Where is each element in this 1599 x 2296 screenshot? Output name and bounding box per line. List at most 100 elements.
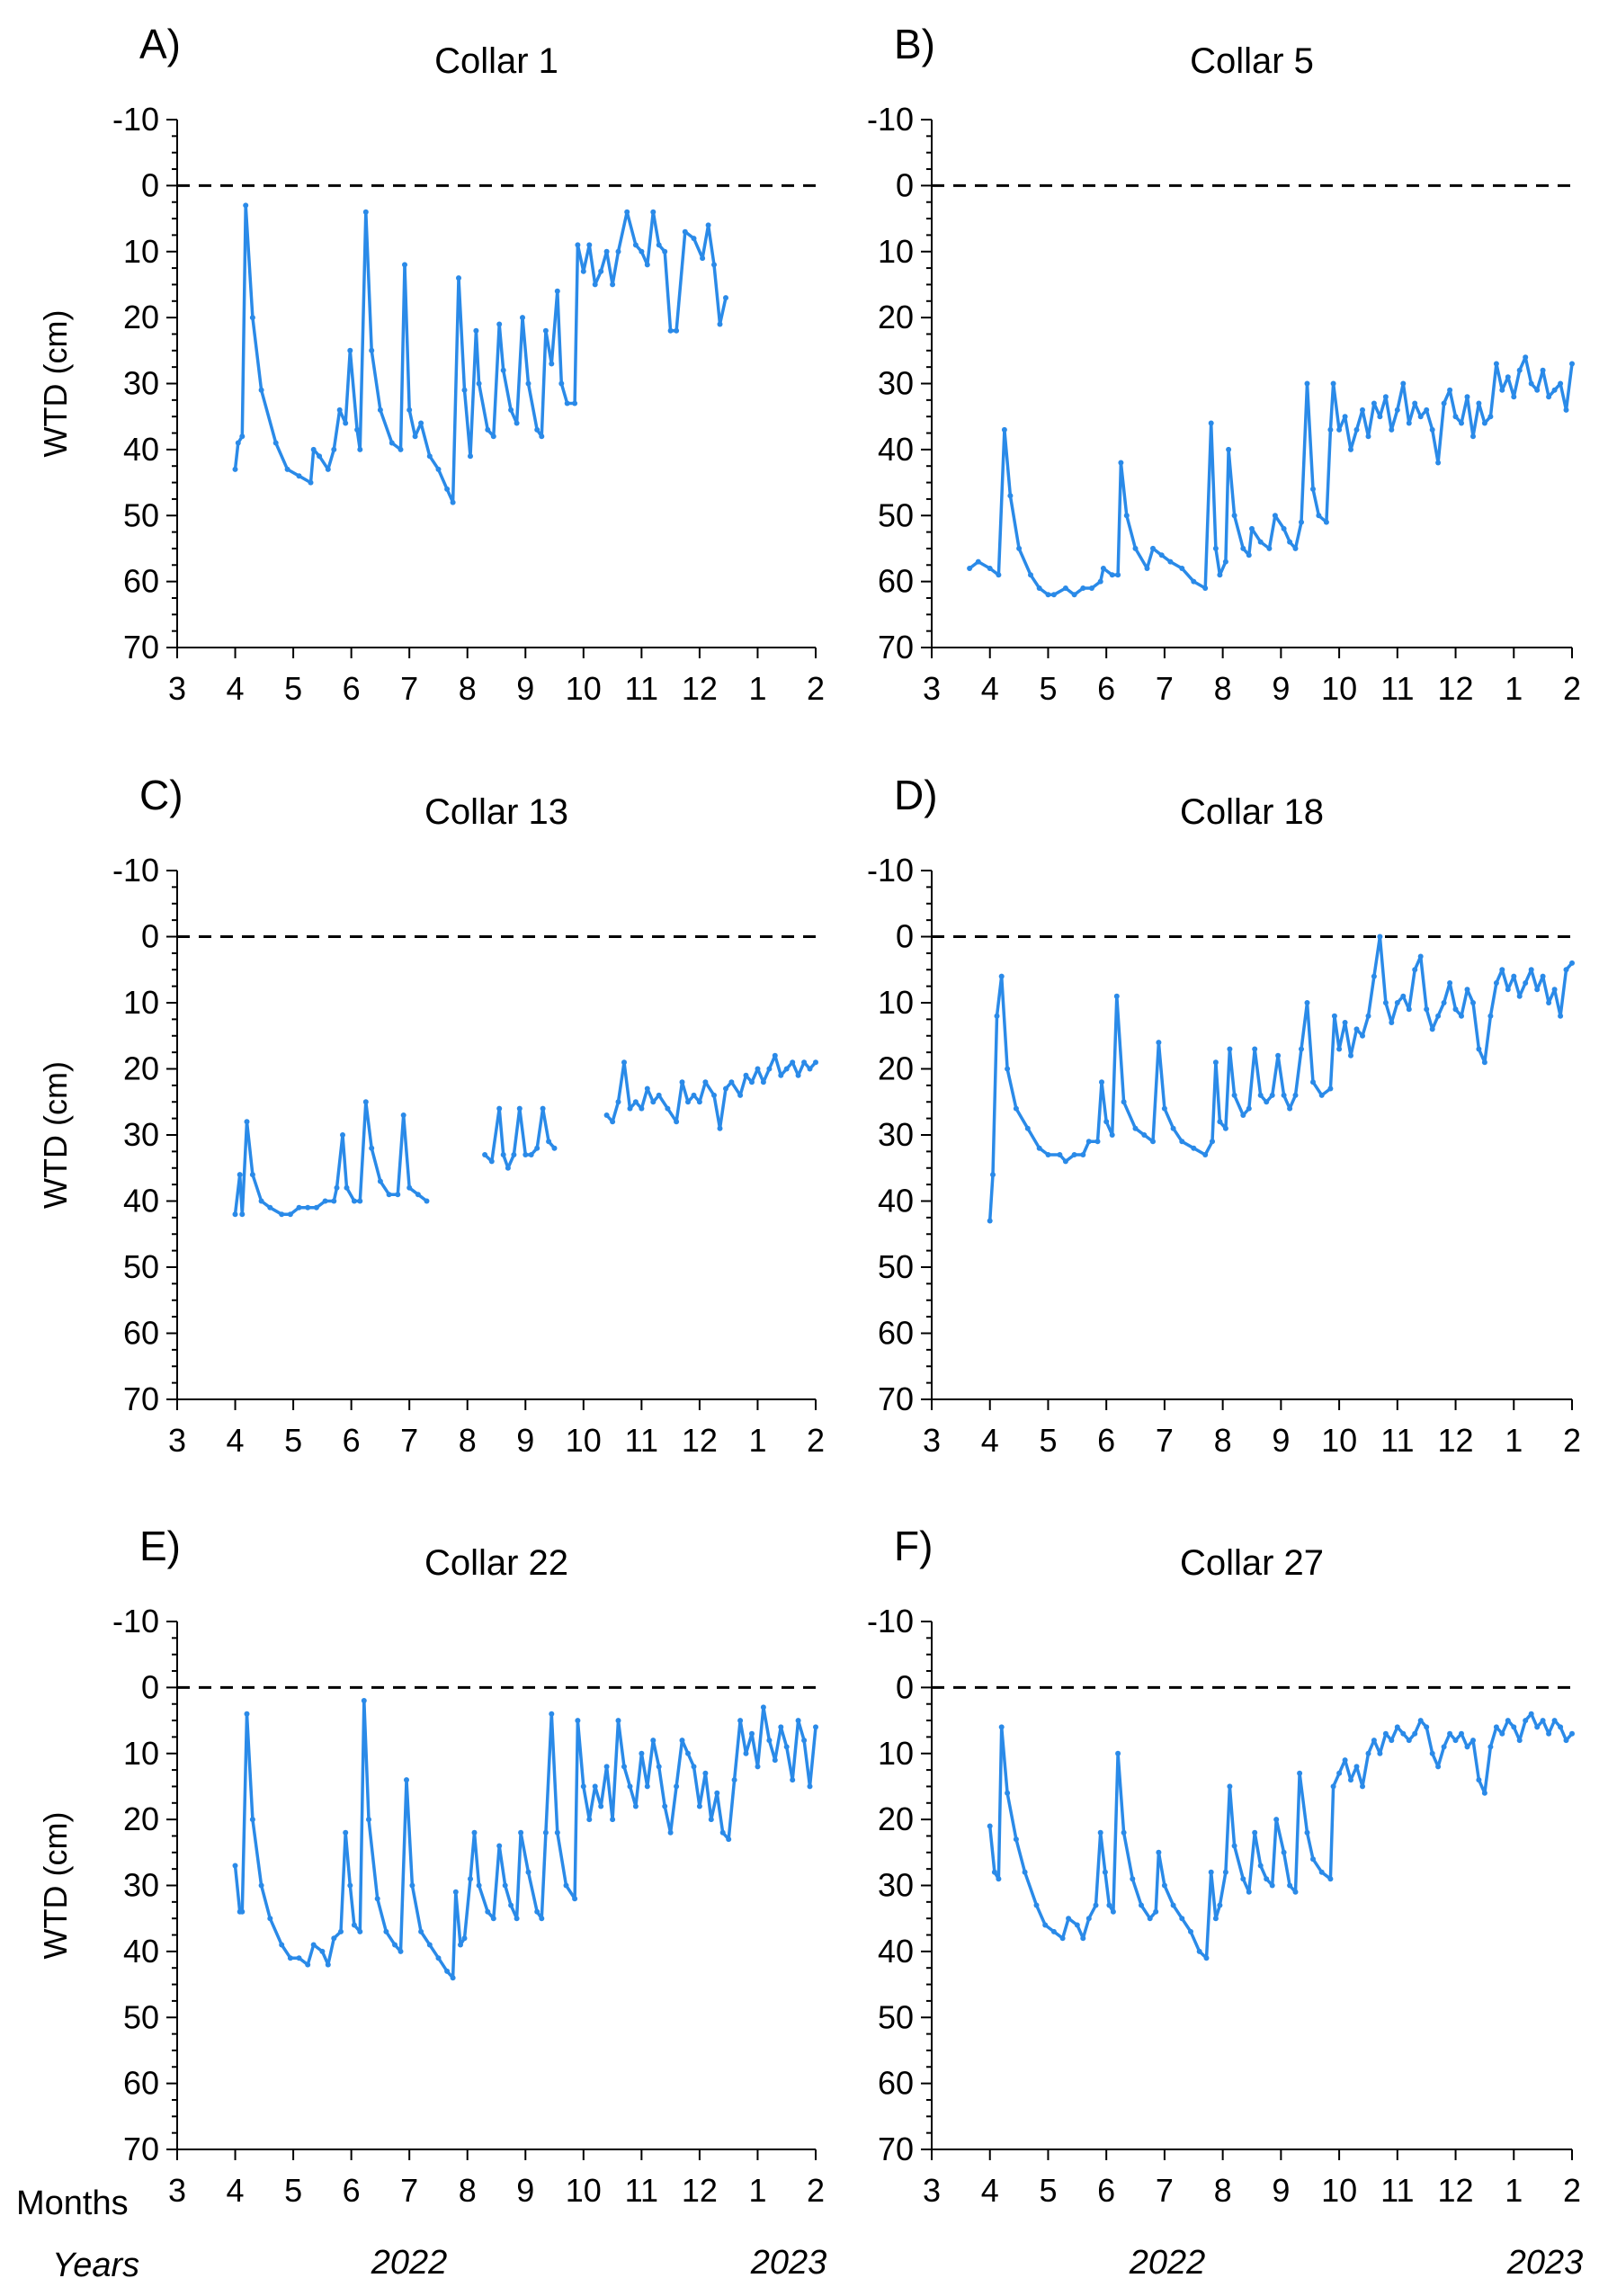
- data-point: [1036, 1145, 1042, 1151]
- series-segment: [1282, 1851, 1291, 1888]
- series-segment: [477, 1883, 490, 1914]
- data-point: [1569, 361, 1575, 367]
- data-point: [554, 1829, 560, 1836]
- x-tick-label: 8: [459, 670, 477, 707]
- series-segment: [1125, 514, 1138, 550]
- data-point: [1558, 1724, 1564, 1730]
- data-point: [1115, 1750, 1121, 1756]
- data-point: [1024, 1125, 1031, 1131]
- series-segment: [1276, 1054, 1286, 1097]
- series-segment: [462, 1877, 472, 1940]
- panel-label: C): [139, 772, 183, 818]
- data-point: [1348, 446, 1353, 452]
- data-point: [1287, 1882, 1293, 1889]
- data-point: [1304, 1000, 1310, 1005]
- series-segment: [396, 1113, 406, 1196]
- data-point: [1050, 1928, 1057, 1934]
- data-point: [1080, 1935, 1086, 1942]
- series-segment: [1523, 355, 1533, 386]
- series-segment: [1133, 547, 1149, 570]
- y-tick-label: 50: [123, 1248, 159, 1285]
- series-segment: [1227, 448, 1237, 518]
- data-point: [700, 255, 706, 262]
- data-point: [685, 1750, 691, 1756]
- data-point: [351, 1198, 357, 1204]
- series-segment: [1253, 1831, 1263, 1868]
- series-segment: [1270, 1818, 1278, 1888]
- y-tick-label: 70: [123, 1380, 159, 1417]
- series-segment: [259, 1883, 272, 1920]
- data-point: [702, 1079, 709, 1085]
- series-segment: [1512, 369, 1522, 398]
- data-point: [1464, 394, 1470, 400]
- data-point: [1115, 572, 1121, 578]
- series-segment: [497, 1844, 507, 1888]
- data-point: [728, 1079, 735, 1085]
- data-point: [362, 209, 369, 215]
- series-segment: [1407, 968, 1416, 1012]
- series-segment: [999, 1725, 1009, 1795]
- x-tick-label: 6: [343, 670, 361, 707]
- data-point: [369, 347, 375, 353]
- data-point: [1412, 400, 1418, 406]
- x-tick-label: 11: [625, 670, 658, 707]
- data-point: [1377, 934, 1383, 940]
- series-segment: [398, 1778, 408, 1953]
- series-segment: [1343, 415, 1353, 451]
- data-point: [1264, 1099, 1270, 1105]
- series-segment: [573, 1719, 580, 1900]
- data-point: [1005, 1066, 1011, 1072]
- y-tick-label: 50: [878, 1248, 914, 1285]
- data-point: [1188, 1928, 1193, 1934]
- series-segment: [674, 1080, 684, 1124]
- series-segment: [1436, 1745, 1446, 1769]
- series-segment: [410, 1883, 423, 1934]
- data-point: [766, 1738, 773, 1744]
- x-tick-label: 4: [981, 670, 999, 707]
- data-point: [1062, 1158, 1068, 1165]
- data-point: [708, 1817, 714, 1823]
- data-point: [644, 1085, 650, 1092]
- data-point: [343, 420, 349, 426]
- series-segment: [240, 1711, 249, 1914]
- data-point: [296, 1204, 302, 1211]
- data-point: [639, 248, 645, 255]
- series-segment: [1311, 487, 1321, 518]
- data-point: [1331, 1013, 1337, 1019]
- y-tick-label: 30: [123, 1867, 159, 1904]
- data-point: [711, 262, 717, 268]
- series-segment: [240, 1120, 249, 1216]
- series-segment: [582, 243, 592, 273]
- data-point: [563, 1882, 569, 1889]
- data-point: [1330, 380, 1336, 387]
- series-segment: [611, 1100, 621, 1124]
- series-segment: [1293, 1772, 1301, 1894]
- x-tick-label: 1: [748, 1422, 766, 1459]
- data-point: [1360, 1032, 1365, 1039]
- data-point: [450, 499, 456, 505]
- data-point: [500, 1152, 506, 1157]
- data-point: [523, 1152, 529, 1157]
- series-segment: [987, 1173, 995, 1223]
- data-point: [737, 1718, 744, 1724]
- series-segment: [703, 1772, 713, 1821]
- data-point: [1336, 426, 1343, 433]
- series-segment: [802, 1738, 812, 1789]
- data-point: [1240, 1876, 1246, 1882]
- series-segment: [706, 223, 716, 267]
- series-segment: [1017, 547, 1032, 577]
- x-tick-label: 10: [566, 1422, 602, 1459]
- series-segment: [1354, 408, 1364, 432]
- series-segment: [1460, 987, 1469, 1018]
- series-segment: [1247, 527, 1254, 558]
- series-segment: [1305, 1831, 1315, 1861]
- data-point: [444, 486, 451, 492]
- data-point: [1353, 1764, 1360, 1770]
- data-point: [500, 367, 506, 373]
- data-point: [760, 1079, 766, 1085]
- data-point: [1551, 987, 1558, 993]
- series-segment: [1448, 389, 1458, 418]
- data-point: [813, 1059, 818, 1066]
- series-segment: [1384, 395, 1394, 432]
